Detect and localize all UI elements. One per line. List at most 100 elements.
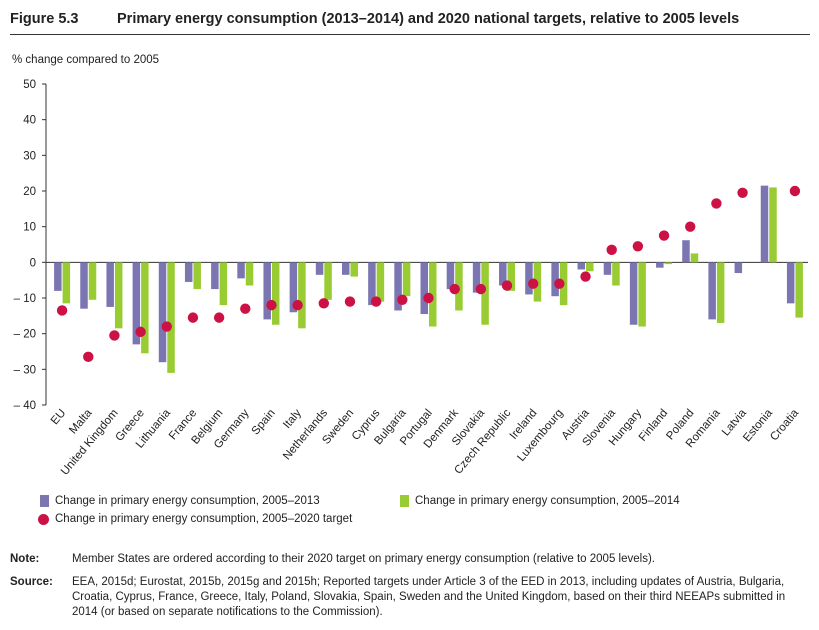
y-tick-label: – 40: [14, 400, 36, 412]
bar-2014-eu: [62, 262, 71, 304]
target-dot-denmark: [449, 283, 460, 295]
bar-2013-cyprus: [368, 262, 376, 306]
target-dot-united-kingdom: [109, 330, 120, 341]
bar-2013-ireland: [525, 262, 533, 295]
legend-item-2013: Change in primary energy consumption, 20…: [40, 495, 320, 507]
y-tick-label: 20: [23, 186, 36, 198]
figure-header: Figure 5.3 Primary energy consumption (2…: [10, 6, 810, 35]
target-dot-finland: [658, 230, 670, 241]
target-dot-bulgaria: [397, 294, 408, 305]
bar-2014-france: [193, 262, 201, 290]
x-tick-label: Finland: [637, 407, 670, 444]
legend-label-2013: Change in primary energy consumption, 20…: [55, 495, 320, 507]
x-tick-label: Spain: [250, 407, 278, 437]
legend-swatch-2014: [400, 495, 409, 507]
bar-2013-romania: [708, 262, 716, 320]
target-dot-luxembourg: [554, 278, 565, 289]
target-dot-poland: [685, 221, 696, 232]
figure-label: Figure 5.3: [10, 11, 79, 27]
bar-2014-czech-republic: [507, 262, 516, 291]
bar-2013-poland: [682, 240, 690, 263]
target-dot-ireland: [527, 278, 539, 289]
target-dot-belgium: [213, 312, 225, 323]
bar-2013-france: [184, 262, 193, 282]
bar-2014-lithuania: [167, 262, 175, 373]
bar-2013-czech-republic: [499, 262, 507, 286]
bar-2014-italy: [298, 262, 306, 329]
bar-2013-malta: [80, 262, 88, 309]
bar-2013-estonia: [760, 185, 769, 263]
target-dot-austria: [580, 271, 591, 282]
bar-2014-bulgaria: [402, 262, 411, 297]
bar-2013-lithuania: [158, 262, 167, 363]
x-tick-label: EU: [49, 407, 68, 427]
y-tick-label: 30: [23, 150, 36, 162]
bar-2014-belgium: [219, 262, 228, 306]
source-key: Source:: [10, 576, 53, 588]
bar-2013-spain: [263, 262, 271, 320]
bar-2013-portugal: [420, 262, 428, 315]
target-dot-greece: [135, 326, 146, 338]
figure-title: Primary energy consumption (2013–2014) a…: [117, 11, 740, 27]
bar-2013-germany: [237, 262, 245, 279]
target-dot-germany: [240, 303, 251, 314]
y-axis-label: % change compared to 2005: [12, 54, 160, 66]
note-key: Note:: [10, 553, 40, 565]
bar-2013-italy: [289, 262, 298, 313]
legend-label-target: Change in primary energy consumption, 20…: [55, 513, 353, 525]
bar-2013-greece: [132, 262, 141, 345]
y-tick-label: – 10: [14, 293, 36, 305]
bar-2013-belgium: [211, 262, 219, 290]
bar-2014-sweden: [350, 262, 358, 277]
target-dot-portugal: [423, 292, 434, 304]
target-dot-italy: [292, 299, 303, 311]
target-dot-netherlands: [318, 298, 330, 309]
bar-2013-hungary: [629, 262, 638, 325]
target-dot-czech-republic: [501, 280, 513, 291]
bar-2014-austria: [586, 262, 594, 272]
bar-2014-malta: [88, 262, 97, 300]
legend-item-target: Change in primary energy consumption, 20…: [38, 513, 352, 525]
bar-2013-united-kingdom: [106, 262, 114, 307]
bar-2013-netherlands: [315, 262, 324, 275]
bar-2013-finland: [656, 262, 664, 268]
bar-2014-croatia: [795, 262, 803, 318]
legend-item-2014: Change in primary energy consumption, 20…: [400, 495, 680, 507]
y-tick-label: 0: [30, 257, 36, 269]
target-dot-slovenia: [606, 244, 617, 256]
bar-2014-greece: [141, 262, 149, 354]
bar-2013-sweden: [341, 262, 350, 275]
target-dot-latvia: [737, 187, 748, 198]
target-markers: [56, 185, 801, 363]
bar-2014-romania: [716, 262, 725, 323]
bar-2014-cyprus: [376, 262, 385, 302]
source-text: EEA, 2015d; Eurostat, 2015b, 2015g and 2…: [72, 576, 786, 618]
target-dot-lithuania: [161, 321, 172, 332]
y-axis: 50 40 30 20 10 0 – 10 – 20 – 30 – 40: [14, 79, 808, 412]
target-dot-cyprus: [370, 296, 382, 307]
bar-2013-slovakia: [472, 262, 481, 293]
target-dot-sweden: [344, 296, 356, 307]
bar-2014-slovakia: [481, 262, 489, 325]
source-row: Source: EEA, 2015d; Eurostat, 2015b, 201…: [10, 575, 810, 620]
legend-label-2014: Change in primary energy consumption, 20…: [415, 495, 680, 507]
target-dot-hungary: [632, 241, 644, 252]
bar-2013-bulgaria: [394, 262, 402, 311]
target-dot-eu: [56, 305, 68, 316]
y-tick-label: 10: [23, 222, 36, 234]
bars: [54, 185, 803, 373]
bar-2014-hungary: [638, 262, 646, 327]
bar-2014-portugal: [429, 262, 437, 327]
bar-2013-slovenia: [603, 262, 612, 275]
bar-2014-poland: [690, 253, 699, 263]
bar-2013-eu: [54, 262, 62, 291]
bar-2013-latvia: [734, 262, 743, 274]
x-tick-label: Italy: [281, 407, 304, 431]
bar-2014-spain: [271, 262, 280, 325]
y-tick-label: 40: [23, 115, 36, 127]
bar-2013-luxembourg: [551, 262, 559, 297]
bar-2013-austria: [577, 262, 586, 270]
y-tick-label: – 30: [14, 364, 36, 376]
legend-swatch-target: [38, 513, 49, 525]
